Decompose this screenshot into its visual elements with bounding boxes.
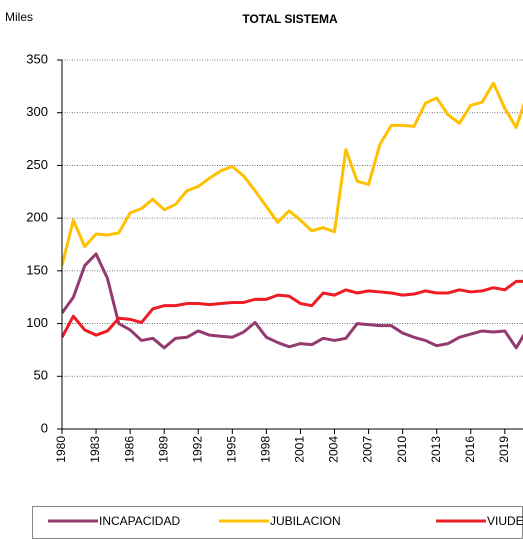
y-tick-label: 350	[26, 51, 48, 66]
series-line	[62, 81, 523, 266]
y-tick-label: 0	[41, 420, 48, 435]
x-tick-label: 2010	[395, 436, 409, 463]
x-tick-label: 2013	[429, 436, 443, 463]
x-tick-label: 1992	[190, 436, 204, 463]
x-tick-label: 2004	[327, 436, 341, 463]
x-tick-label: 1998	[259, 436, 273, 463]
x-tick-label: 2001	[293, 436, 307, 463]
x-tick-label: 1989	[156, 436, 170, 463]
x-tick-label: 1983	[88, 436, 102, 463]
series-line	[62, 279, 523, 338]
y-tick-label: 100	[26, 315, 48, 330]
legend-label: INCAPACIDAD	[99, 514, 180, 528]
y-tick-label: 200	[26, 210, 48, 225]
y-tick-label: 250	[26, 157, 48, 172]
plot-lines	[62, 81, 523, 350]
x-tick-label: 2016	[463, 436, 477, 463]
legend-label: VIUDEDAD	[487, 514, 523, 528]
x-tick-label: 2019	[497, 436, 511, 463]
y-tick-label: 300	[26, 104, 48, 119]
x-tick-label: 1995	[224, 436, 238, 463]
x-tick-label: 2007	[361, 436, 375, 463]
x-tick-label: 1980	[54, 436, 68, 463]
x-tick-label: 1986	[122, 436, 136, 463]
chart-title: TOTAL SISTEMA	[242, 12, 338, 26]
legend-label: JUBILACION	[270, 514, 341, 528]
y-axis-label: Miles	[5, 10, 33, 24]
series-line	[62, 252, 523, 350]
y-tick-label: 50	[34, 368, 48, 383]
legend: INCAPACIDAD JUBILACION VIUDEDAD	[48, 514, 523, 528]
grid	[62, 59, 523, 377]
y-tick-label: 150	[26, 262, 48, 277]
